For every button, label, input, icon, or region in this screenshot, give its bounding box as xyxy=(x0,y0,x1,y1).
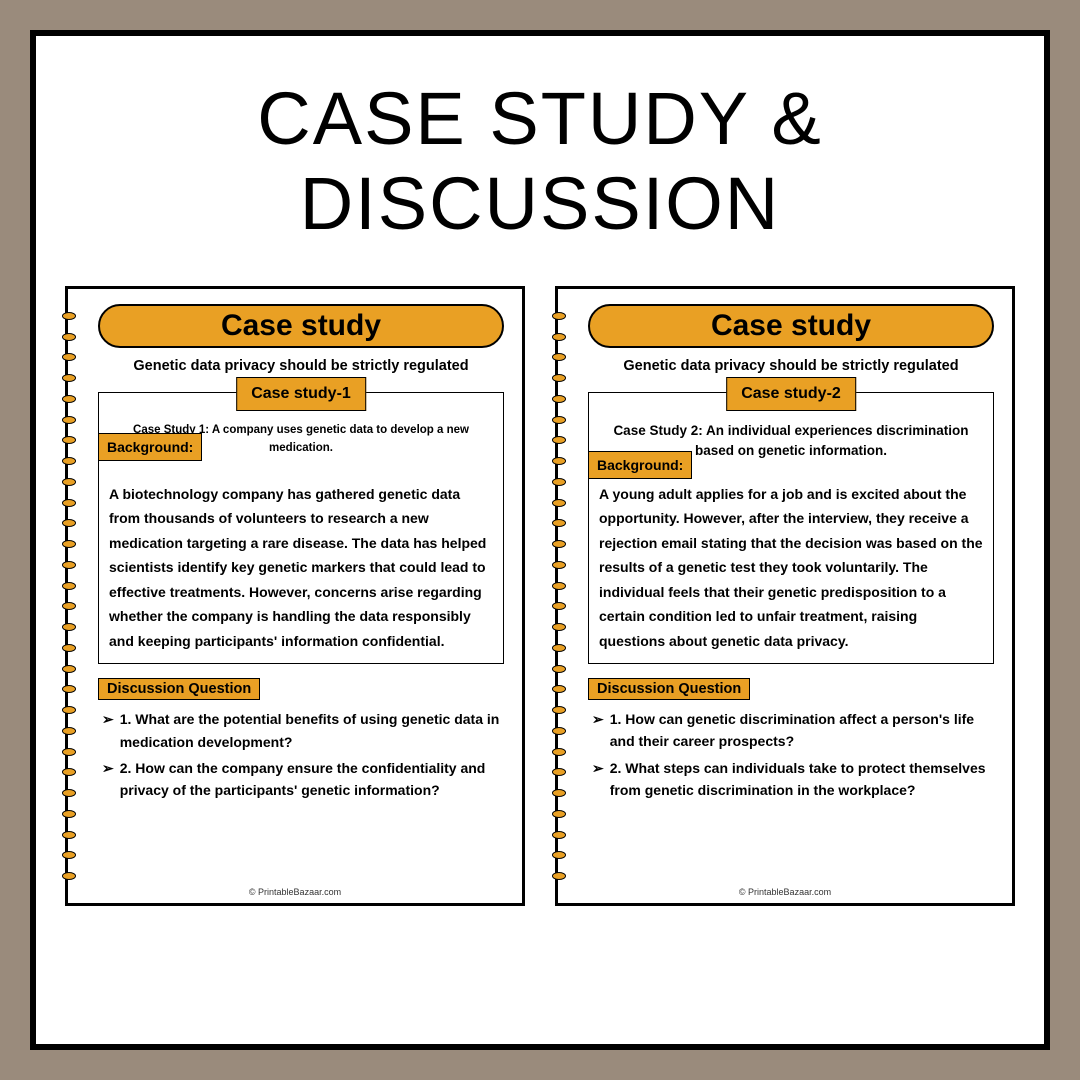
question-1: ➢ 1. How can genetic discrimination affe… xyxy=(592,708,994,753)
question-2: ➢ 2. How can the company ensure the conf… xyxy=(102,757,504,802)
case-box: Case study-2 Case Study 2: An individual… xyxy=(588,392,994,664)
spiral-binding-icon xyxy=(62,289,76,903)
card-title-pill: Case study xyxy=(588,304,994,348)
case-number-tab: Case study-2 xyxy=(726,377,856,411)
background-tab: Background: xyxy=(98,433,202,461)
card-title-pill: Case study xyxy=(98,304,504,348)
discussion-question-tab: Discussion Question xyxy=(98,678,260,700)
card-footer: © PrintableBazaar.com xyxy=(558,887,1012,897)
question-text: 2. What steps can individuals take to pr… xyxy=(610,757,994,802)
bullet-arrow-icon: ➢ xyxy=(592,757,604,802)
question-2: ➢ 2. What steps can individuals take to … xyxy=(592,757,994,802)
case-number-tab: Case study-1 xyxy=(236,377,366,411)
questions-list: ➢ 1. How can genetic discrimination affe… xyxy=(588,708,994,802)
questions-list: ➢ 1. What are the potential benefits of … xyxy=(98,708,504,802)
question-text: 2. How can the company ensure the confid… xyxy=(120,757,504,802)
bullet-arrow-icon: ➢ xyxy=(592,708,604,753)
spiral-binding-icon xyxy=(552,289,566,903)
question-1: ➢ 1. What are the potential benefits of … xyxy=(102,708,504,753)
discussion-question-tab: Discussion Question xyxy=(588,678,750,700)
case-study-card-2: Case study Genetic data privacy should b… xyxy=(555,286,1015,906)
case-body: A young adult applies for a job and is e… xyxy=(599,482,983,654)
card-footer: © PrintableBazaar.com xyxy=(68,887,522,897)
case-body: A biotechnology company has gathered gen… xyxy=(109,482,493,654)
background-tab: Background: xyxy=(588,451,692,479)
question-text: 1. How can genetic discrimination affect… xyxy=(610,708,994,753)
card-subtitle: Genetic data privacy should be strictly … xyxy=(98,358,504,374)
main-frame: Case study & Discussion Case study Genet… xyxy=(30,30,1050,1050)
page-title: Case study & Discussion xyxy=(61,76,1019,246)
question-text: 1. What are the potential benefits of us… xyxy=(120,708,504,753)
card-subtitle: Genetic data privacy should be strictly … xyxy=(588,358,994,374)
cards-row: Case study Genetic data privacy should b… xyxy=(61,286,1019,906)
case-box: Case study-1 Case Study 1: A company use… xyxy=(98,392,504,664)
bullet-arrow-icon: ➢ xyxy=(102,708,114,753)
case-study-card-1: Case study Genetic data privacy should b… xyxy=(65,286,525,906)
bullet-arrow-icon: ➢ xyxy=(102,757,114,802)
